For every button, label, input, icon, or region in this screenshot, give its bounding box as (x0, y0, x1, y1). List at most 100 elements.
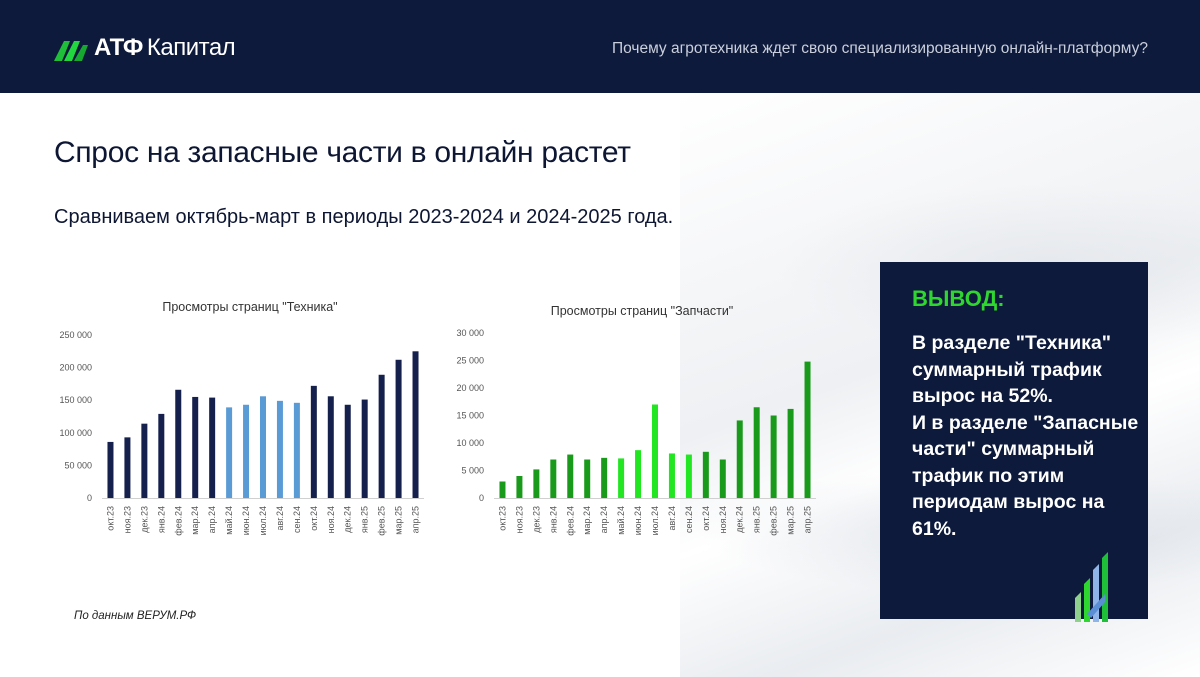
tehnika-title: Просмотры страниц "Техника" (162, 300, 337, 314)
zapchasti-ytick: 5 000 (461, 466, 484, 476)
zapchasti-xtick: ноя.23 (514, 506, 524, 533)
tehnika-xtick: мар.24 (190, 506, 200, 535)
zapchasti-xtick: мар.24 (582, 506, 592, 535)
tehnika-xtick: дек.23 (139, 506, 149, 533)
zapchasti-bar (702, 451, 709, 498)
tehnika-ytick: 0 (87, 493, 92, 503)
tehnika-ytick: 50 000 (64, 460, 92, 470)
zapchasti-bar (652, 404, 658, 498)
tehnika-bar (344, 404, 351, 498)
chart-zapchasti: Просмотры страниц "Запчасти" 0 5 000 10 000… (430, 290, 830, 550)
zapchasti-bar (770, 415, 777, 498)
tehnika-xtick: ноя.23 (122, 506, 132, 533)
tehnika-xtick: июн.24 (241, 506, 251, 535)
header-bar: АТФ Капитал Почему агротехника ждет свою … (0, 0, 1200, 93)
logo-stripes-icon (54, 41, 88, 61)
chart-zapchasti-svg: Просмотры страниц "Запчасти" 0 5 000 10 000… (456, 304, 816, 536)
tehnika-bar (260, 396, 266, 498)
tehnika-bar (310, 385, 317, 498)
tehnika-bar (107, 441, 114, 498)
tehnika-ytick: 100 000 (59, 428, 92, 438)
tehnika-xtick: ноя.24 (326, 506, 336, 533)
zapchasti-xtick: июн.24 (633, 506, 643, 535)
growth-bars-icon (1075, 552, 1108, 622)
tehnika-ytick: 200 000 (59, 363, 92, 373)
chart-tehnika-svg: Просмотры страниц "Техника" 0 50 000 100 00… (59, 300, 424, 536)
tehnika-xtick: май.24 (224, 506, 234, 535)
zapchasti-ytick: 15 000 (456, 411, 484, 421)
zapchasti-xtick: янв.25 (752, 506, 762, 533)
zapchasti-bar (567, 454, 574, 498)
zapchasti-xtick: сен.24 (684, 506, 694, 533)
zapchasti-bar (719, 459, 726, 498)
tehnika-bar (293, 402, 300, 498)
tehnika-xtick: апр.25 (411, 506, 421, 533)
brand-sub: Капитал (146, 34, 236, 61)
conclusion-heading: ВЫВОД: (912, 286, 1005, 311)
tehnika-bar (361, 399, 368, 498)
zapchasti-bar (736, 420, 743, 498)
tehnika-bar (158, 413, 165, 498)
brand-logo[interactable]: АТФ Капитал (54, 34, 236, 62)
zapchasti-bar (685, 454, 692, 498)
tehnika-xtick: сен.24 (292, 506, 302, 533)
zapchasti-xtick: мар.25 (786, 506, 796, 535)
zapchasti-bar (804, 361, 811, 498)
zapchasti-bar (753, 407, 760, 498)
tehnika-xtick: окт.24 (309, 506, 319, 531)
tehnika-bar (276, 400, 283, 498)
zapchasti-bar (584, 459, 591, 498)
zapchasti-ytick: 0 (479, 493, 484, 503)
brand-name: АТФ Капитал (94, 34, 236, 62)
zapchasti-bar (550, 459, 557, 498)
tehnika-bar (175, 389, 182, 498)
zapchasti-xtick: июл.24 (650, 506, 660, 535)
zapchasti-ytick: 30 000 (456, 328, 484, 338)
zapchasti-ytick: 25 000 (456, 356, 484, 366)
tehnika-xtick: апр.24 (207, 506, 217, 533)
zapchasti-xtick: май.24 (616, 506, 626, 535)
header-question: Почему агротехника ждет свою специализир… (611, 40, 1148, 57)
source-note: По данным ВЕРУМ.РФ (74, 610, 197, 622)
tehnika-bar (327, 396, 334, 498)
zapchasti-bar (618, 458, 625, 498)
zapchasti-ytick: 10 000 (456, 438, 484, 448)
conclusion-panel: ВЫВОД: В разделе "Техника" суммарный тра… (880, 262, 1148, 622)
conclusion-text: В разделе "Техника" суммарный трафик выр… (912, 332, 1139, 540)
tehnika-bar (226, 407, 233, 498)
zapchasti-bar (787, 408, 794, 498)
tehnika-xtick: авг.24 (275, 506, 285, 530)
zapchasti-xtick: авг.24 (667, 506, 677, 530)
tehnika-xtick: янв.25 (360, 506, 370, 533)
zapchasti-bar (635, 450, 642, 498)
tehnika-xtick: дек.24 (343, 506, 353, 533)
zapchasti-xtick: фев.25 (769, 506, 779, 536)
zapchasti-bar (533, 469, 540, 498)
tehnika-xtick: окт.23 (105, 506, 115, 531)
page-subtitle: Сравниваем октябрь-март в периоды 2023-2… (54, 206, 674, 228)
tehnika-bar (378, 374, 385, 498)
zapchasti-xtick: ноя.24 (718, 506, 728, 533)
tehnika-bar (243, 404, 250, 498)
zapchasti-bar (601, 457, 608, 498)
tehnika-xtick: июл.24 (258, 506, 268, 535)
page-title: Спрос на запасные части в онлайн растет (54, 136, 631, 169)
zapchasti-xtick: фев.24 (565, 506, 575, 536)
tehnika-xtick: янв.24 (156, 506, 166, 533)
tehnika-bar (192, 396, 199, 498)
zapchasti-ytick: 20 000 (456, 383, 484, 393)
zapchasti-xtick: дек.23 (531, 506, 541, 533)
tehnika-ytick: 150 000 (59, 395, 92, 405)
tehnika-xtick: фев.25 (377, 506, 387, 536)
zapchasti-xtick: окт.24 (701, 506, 711, 531)
zapchasti-bar (499, 481, 506, 498)
zapchasti-xtick: окт.23 (497, 506, 507, 531)
tehnika-ytick: 250 000 (59, 330, 92, 340)
chart-tehnika: Просмотры страниц "Техника" 0 50 000 100 00… (40, 290, 440, 550)
tehnika-bar (412, 351, 419, 498)
tehnika-xtick: фев.24 (173, 506, 183, 536)
zapchasti-xtick: дек.24 (735, 506, 745, 533)
zapchasti-title: Просмотры страниц "Запчасти" (551, 304, 734, 318)
zapchasti-xtick: апр.24 (599, 506, 609, 533)
tehnika-xtick: мар.25 (394, 506, 404, 535)
